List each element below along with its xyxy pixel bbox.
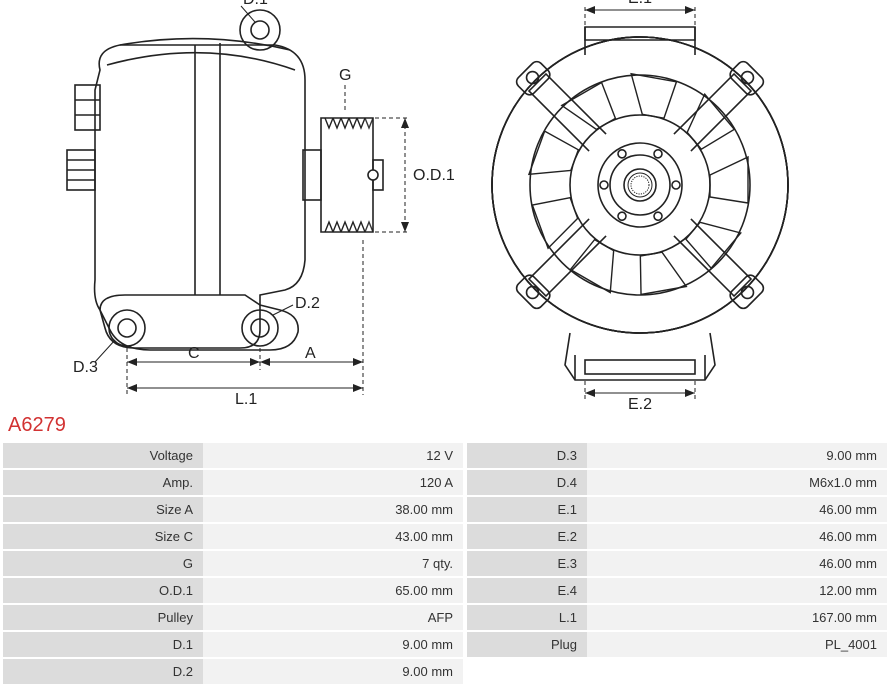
spec-value: 9.00 mm: [203, 632, 463, 657]
label-e1: E.1: [628, 0, 652, 7]
spec-value: M6x1.0 mm: [587, 470, 887, 495]
spec-label: Plug: [467, 632, 587, 657]
spec-row: Voltage12 V: [3, 443, 463, 470]
spec-label: D.2: [3, 659, 203, 684]
spec-row: O.D.165.00 mm: [3, 578, 463, 605]
spec-value: 65.00 mm: [203, 578, 463, 603]
spec-value: 46.00 mm: [587, 497, 887, 522]
spec-value: 9.00 mm: [203, 659, 463, 684]
label-d1: D.1: [243, 0, 268, 8]
spec-label: E.3: [467, 551, 587, 576]
spec-row: Amp.120 A: [3, 470, 463, 497]
spec-row: D.4M6x1.0 mm: [467, 470, 887, 497]
spec-row: L.1167.00 mm: [467, 605, 887, 632]
spec-row: PlugPL_4001: [467, 632, 887, 659]
label-a: A: [305, 345, 316, 362]
page-container: D.1 G O.D.1 D.2: [0, 0, 889, 686]
side-view: D.1 G O.D.1 D.2: [67, 0, 455, 408]
spec-value: 46.00 mm: [587, 524, 887, 549]
label-e2: E.2: [628, 396, 652, 410]
spec-label: E.4: [467, 578, 587, 603]
spec-value: 167.00 mm: [587, 605, 887, 630]
front-view: E.1 E.2: [492, 0, 788, 410]
label-g: G: [339, 67, 351, 84]
spec-value: 120 A: [203, 470, 463, 495]
label-d3: D.3: [73, 359, 98, 376]
spec-value: 7 qty.: [203, 551, 463, 576]
spec-label: D.3: [467, 443, 587, 468]
technical-diagram: D.1 G O.D.1 D.2: [0, 0, 889, 410]
spec-label: E.2: [467, 524, 587, 549]
spec-label: Size C: [3, 524, 203, 549]
spec-label: O.D.1: [3, 578, 203, 603]
spec-label: Amp.: [3, 470, 203, 495]
spec-value: 43.00 mm: [203, 524, 463, 549]
spec-label: E.1: [467, 497, 587, 522]
spec-label: D.1: [3, 632, 203, 657]
spec-row: G7 qty.: [3, 551, 463, 578]
label-l1: L.1: [235, 391, 257, 408]
spec-row: E.146.00 mm: [467, 497, 887, 524]
spec-value: 9.00 mm: [587, 443, 887, 468]
label-od1: O.D.1: [413, 167, 455, 184]
spec-row: PulleyAFP: [3, 605, 463, 632]
spec-row: Size C43.00 mm: [3, 524, 463, 551]
spec-label: L.1: [467, 605, 587, 630]
spec-value: PL_4001: [587, 632, 887, 657]
spec-label: G: [3, 551, 203, 576]
spec-row: D.19.00 mm: [3, 632, 463, 659]
spec-row: D.29.00 mm: [3, 659, 463, 686]
spec-label: Voltage: [3, 443, 203, 468]
spec-column-right: D.39.00 mmD.4M6x1.0 mmE.146.00 mmE.246.0…: [467, 443, 887, 686]
label-c: C: [188, 345, 200, 362]
label-d2: D.2: [295, 295, 320, 312]
spec-row: E.412.00 mm: [467, 578, 887, 605]
spec-label: Size A: [3, 497, 203, 522]
spec-row: E.246.00 mm: [467, 524, 887, 551]
spec-row: Size A38.00 mm: [3, 497, 463, 524]
spec-value: 38.00 mm: [203, 497, 463, 522]
spec-column-left: Voltage12 VAmp.120 ASize A38.00 mmSize C…: [3, 443, 463, 686]
spec-row: D.39.00 mm: [467, 443, 887, 470]
spec-row: E.346.00 mm: [467, 551, 887, 578]
spec-label: D.4: [467, 470, 587, 495]
spec-table: Voltage12 VAmp.120 ASize A38.00 mmSize C…: [3, 443, 887, 686]
part-number: A6279: [0, 410, 889, 443]
spec-value: 12 V: [203, 443, 463, 468]
spec-value: AFP: [203, 605, 463, 630]
spec-value: 46.00 mm: [587, 551, 887, 576]
spec-label: Pulley: [3, 605, 203, 630]
spec-value: 12.00 mm: [587, 578, 887, 603]
